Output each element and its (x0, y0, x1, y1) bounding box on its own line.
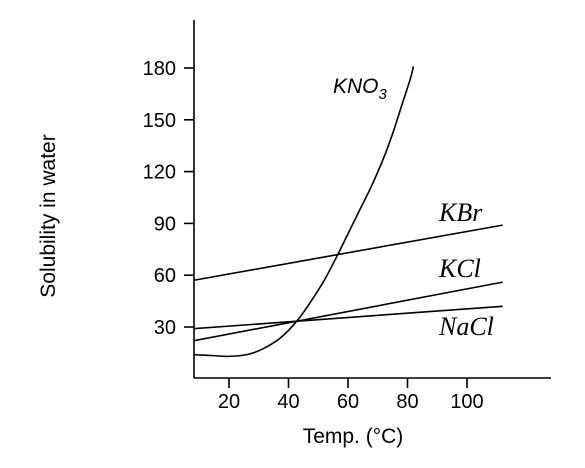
y-tick-label: 90 (154, 213, 176, 235)
series-label-kno3: KNO3 (333, 75, 388, 103)
x-tick-label: 40 (277, 391, 299, 413)
series-line-kcl (193, 281, 503, 342)
series-labels: KNO3 KBr KCl NaCl (333, 75, 494, 341)
y-tick-label: 180 (143, 58, 176, 80)
series-line-kbr (193, 224, 503, 282)
series-line-nacl (193, 305, 503, 330)
axes (193, 20, 551, 379)
series-label-kcl: KCl (438, 254, 481, 283)
y-tick-label: 150 (143, 110, 176, 132)
series-line-kno3 (193, 66, 415, 358)
x-tick-label: 20 (218, 391, 240, 413)
y-tick-label: 30 (154, 317, 176, 339)
x-tick-label: 100 (450, 391, 483, 413)
series-label-nacl: NaCl (438, 312, 494, 341)
x-tick-label: 60 (337, 391, 359, 413)
series-label-kbr: KBr (438, 198, 483, 227)
x-ticks: 20 40 60 80 100 (218, 378, 484, 413)
y-tick-label: 120 (143, 162, 176, 184)
y-ticks: 30 60 90 120 150 180 (143, 58, 194, 339)
series-curves (193, 66, 503, 358)
y-tick-label: 60 (154, 265, 176, 287)
x-tick-label: 80 (396, 391, 418, 413)
y-axis-title: Solubility in water (37, 134, 60, 297)
x-axis-title: Temp. (°C) (303, 425, 404, 448)
